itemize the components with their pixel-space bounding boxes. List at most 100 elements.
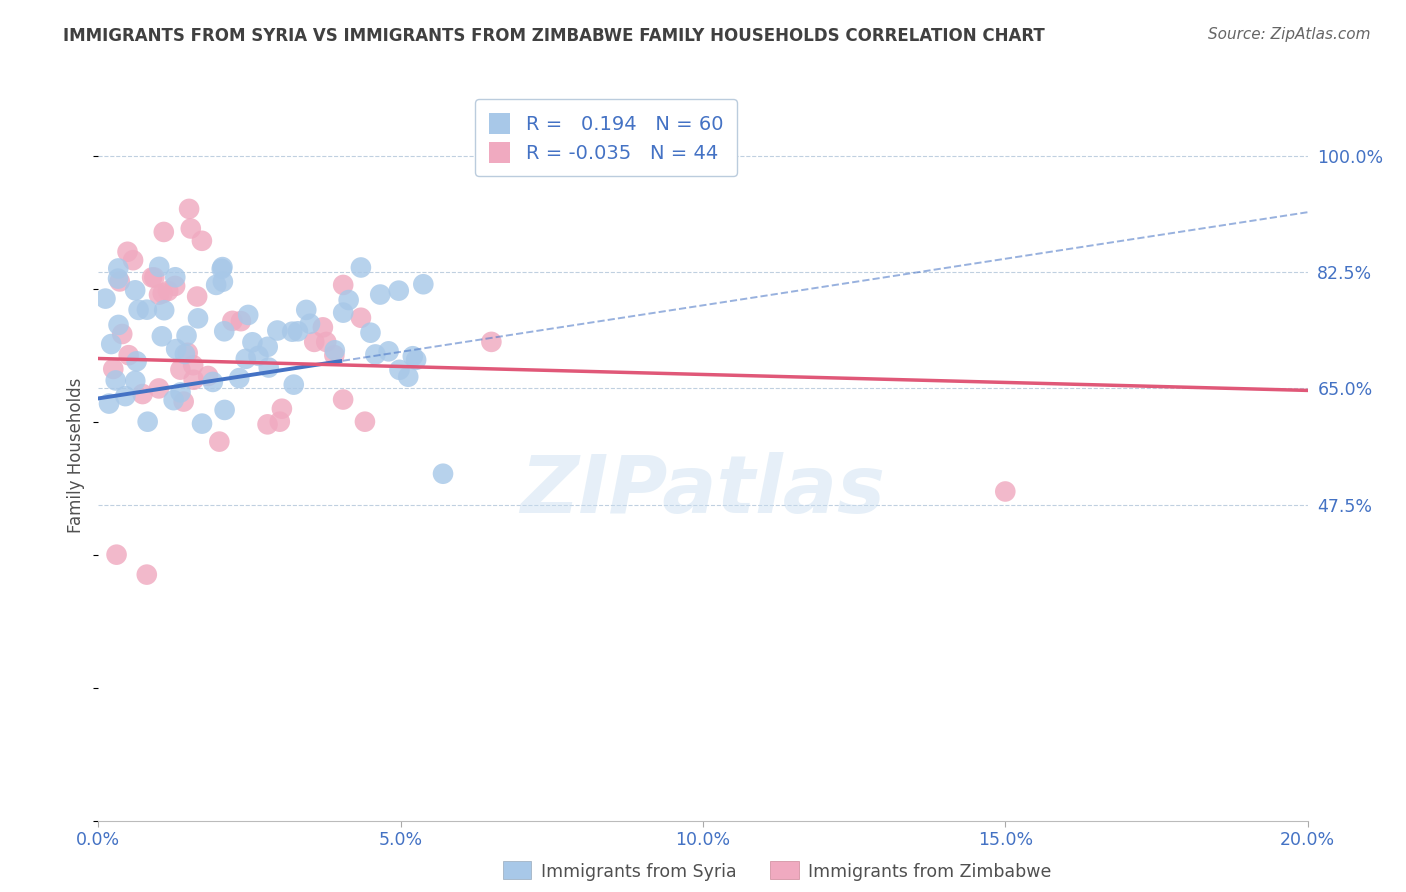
Point	[228, 371, 250, 385]
Point	[360, 326, 382, 340]
Text: ZIPatlas: ZIPatlas	[520, 452, 886, 531]
Point	[152, 225, 174, 239]
Point	[270, 401, 292, 416]
Point	[186, 289, 208, 303]
Text: Immigrants from Zimbabwe: Immigrants from Zimbabwe	[808, 863, 1052, 881]
Point	[157, 284, 180, 298]
Point	[98, 396, 121, 410]
Point	[148, 287, 170, 301]
Point	[332, 305, 354, 319]
Point	[312, 320, 335, 334]
Point	[118, 348, 141, 362]
Point	[174, 347, 197, 361]
Point	[135, 567, 157, 582]
Point	[332, 392, 354, 407]
Point	[165, 342, 187, 356]
Point	[299, 317, 322, 331]
Point	[117, 244, 139, 259]
Point	[281, 325, 304, 339]
Text: Source: ZipAtlas.com: Source: ZipAtlas.com	[1208, 27, 1371, 42]
Point	[181, 358, 204, 372]
Point	[176, 328, 198, 343]
Point	[354, 415, 377, 429]
Point	[191, 234, 214, 248]
Point	[104, 373, 127, 387]
Point	[287, 324, 309, 338]
Point	[197, 368, 219, 383]
Point	[169, 362, 191, 376]
Point	[256, 417, 278, 432]
Point	[377, 344, 399, 359]
Point	[180, 221, 202, 235]
Point	[302, 334, 325, 349]
Bar	[503, 861, 531, 879]
Point	[191, 417, 214, 431]
Point	[107, 318, 129, 332]
Point	[323, 348, 346, 362]
Point	[143, 270, 166, 285]
Point	[994, 484, 1017, 499]
Point	[176, 346, 198, 360]
Point	[432, 467, 454, 481]
Point	[169, 385, 191, 400]
Point	[141, 270, 163, 285]
Point	[295, 302, 318, 317]
Point	[148, 381, 170, 395]
Point	[337, 293, 360, 307]
Point	[162, 393, 184, 408]
Point	[235, 351, 257, 366]
Point	[229, 314, 252, 328]
Point	[114, 389, 136, 403]
Point	[257, 360, 280, 375]
Point	[332, 277, 354, 292]
Bar	[770, 861, 799, 879]
Point	[388, 284, 411, 298]
Point	[247, 349, 270, 363]
Point	[122, 253, 145, 268]
Point	[211, 261, 233, 276]
Point	[211, 260, 233, 274]
Point	[124, 374, 146, 388]
Point	[111, 326, 134, 341]
Point	[165, 270, 187, 285]
Point	[238, 308, 260, 322]
Point	[173, 394, 195, 409]
Point	[107, 271, 129, 285]
Point	[412, 277, 434, 292]
Point	[350, 310, 373, 325]
Point	[165, 279, 187, 293]
Point	[187, 311, 209, 326]
Point	[103, 362, 125, 376]
Point	[105, 548, 128, 562]
Point	[205, 277, 228, 292]
Point	[368, 287, 391, 301]
Point	[179, 202, 201, 216]
Point	[242, 335, 264, 350]
Point	[136, 415, 159, 429]
Point	[183, 373, 205, 387]
Point	[350, 260, 373, 275]
Point	[152, 286, 174, 301]
Point	[148, 260, 170, 274]
Point	[124, 283, 146, 297]
Point	[481, 334, 503, 349]
Point	[153, 303, 176, 318]
Point	[405, 352, 427, 367]
Point	[150, 329, 173, 343]
Point	[212, 275, 235, 289]
Point	[364, 347, 387, 361]
Point	[221, 314, 243, 328]
Point	[108, 275, 131, 289]
Point	[201, 375, 224, 389]
Point	[214, 403, 236, 417]
Legend: R =   0.194   N = 60, R = -0.035   N = 44: R = 0.194 N = 60, R = -0.035 N = 44	[475, 99, 737, 177]
Point	[107, 261, 129, 276]
Point	[315, 334, 337, 349]
Point	[212, 324, 235, 338]
Point	[402, 349, 425, 363]
Point	[323, 343, 346, 358]
Point	[266, 324, 288, 338]
Point	[208, 434, 231, 449]
Point	[135, 302, 157, 317]
Text: IMMIGRANTS FROM SYRIA VS IMMIGRANTS FROM ZIMBABWE FAMILY HOUSEHOLDS CORRELATION : IMMIGRANTS FROM SYRIA VS IMMIGRANTS FROM…	[63, 27, 1045, 45]
